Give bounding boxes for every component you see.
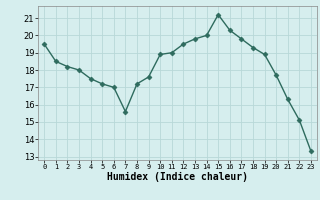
X-axis label: Humidex (Indice chaleur): Humidex (Indice chaleur) [107,172,248,182]
